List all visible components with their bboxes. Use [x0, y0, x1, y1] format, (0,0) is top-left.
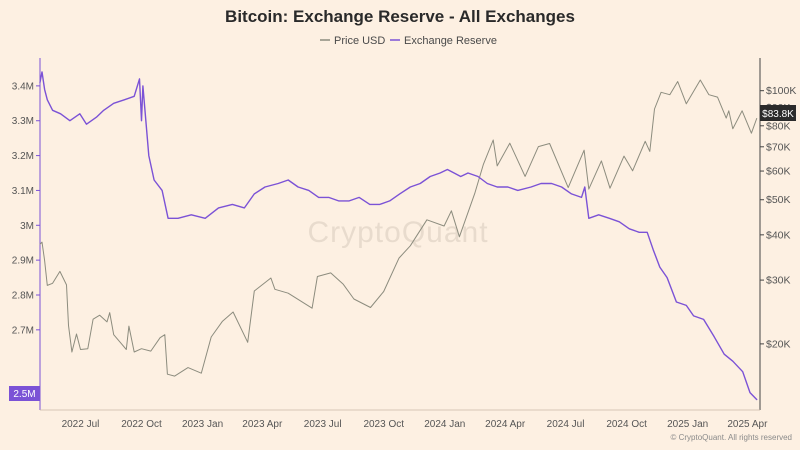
left-tick-label: 3.4M — [12, 81, 34, 92]
right-tick-label: $30K — [766, 275, 791, 287]
watermark: CryptoQuant — [307, 216, 488, 249]
right-axis-ticks: $100K$90K$80K$70K$60K$50K$40K$30K$20K — [760, 85, 796, 350]
series-layer — [39, 71, 758, 401]
legend: Price USD Exchange Reserve — [320, 35, 497, 47]
left-tick-label: 3M — [20, 221, 34, 232]
price-current-label: $83.8K — [762, 109, 794, 120]
x-tick-label: 2025 Apr — [727, 419, 768, 430]
left-tick-label: 2.8M — [12, 290, 34, 301]
x-tick-label: 2023 Jul — [304, 419, 342, 430]
exchange-reserve-line[interactable] — [39, 71, 758, 401]
right-tick-label: $60K — [766, 166, 791, 178]
left-tick-label: 2.7M — [12, 325, 34, 336]
reserve-current-callout: 2.5M — [9, 386, 40, 401]
chart-title: Bitcoin: Exchange Reserve - All Exchange… — [225, 7, 575, 26]
footer-copyright: © CryptoQuant. All rights reserved — [671, 433, 793, 442]
left-axis-ticks: 3.4M 3.3M 3.2M 3.1M 3M 2.9M 2.8M 2.7M — [12, 81, 40, 336]
left-tick-label: 3.1M — [12, 186, 34, 197]
x-tick-label: 2024 Jul — [547, 419, 585, 430]
x-tick-label: 2023 Apr — [242, 419, 283, 430]
x-tick-label: 2023 Oct — [363, 419, 404, 430]
right-tick-label: $80K — [766, 120, 791, 132]
price-usd-line[interactable] — [39, 79, 758, 377]
right-tick-label: $100K — [766, 85, 796, 97]
legend-label-reserve[interactable]: Exchange Reserve — [404, 35, 497, 47]
right-tick-label: $70K — [766, 141, 791, 153]
legend-label-price[interactable]: Price USD — [334, 35, 385, 47]
x-tick-label: 2024 Apr — [485, 419, 526, 430]
left-tick-label: 3.3M — [12, 116, 34, 127]
x-tick-label: 2024 Jan — [424, 419, 465, 430]
left-tick-label: 2.9M — [12, 256, 34, 267]
x-axis-ticks: 2022 Jul 2022 Oct 2023 Jan 2023 Apr 2023 Jul… — [62, 419, 768, 430]
x-tick-label: 2023 Jan — [182, 419, 223, 430]
right-tick-label: $50K — [766, 194, 791, 206]
x-tick-label: 2025 Jan — [667, 419, 708, 430]
reserve-current-badge — [9, 386, 40, 401]
x-tick-label: 2022 Jul — [62, 419, 100, 430]
x-tick-label: 2022 Oct — [121, 419, 162, 430]
right-tick-label: $40K — [766, 229, 791, 241]
left-tick-label: 3.2M — [12, 151, 34, 162]
x-tick-label: 2024 Oct — [606, 419, 647, 430]
price-current-badge — [760, 105, 796, 121]
price-current-callout: $83.8K — [760, 105, 796, 121]
right-tick-label: $20K — [766, 338, 791, 350]
reserve-current-label: 2.5M — [13, 389, 35, 400]
